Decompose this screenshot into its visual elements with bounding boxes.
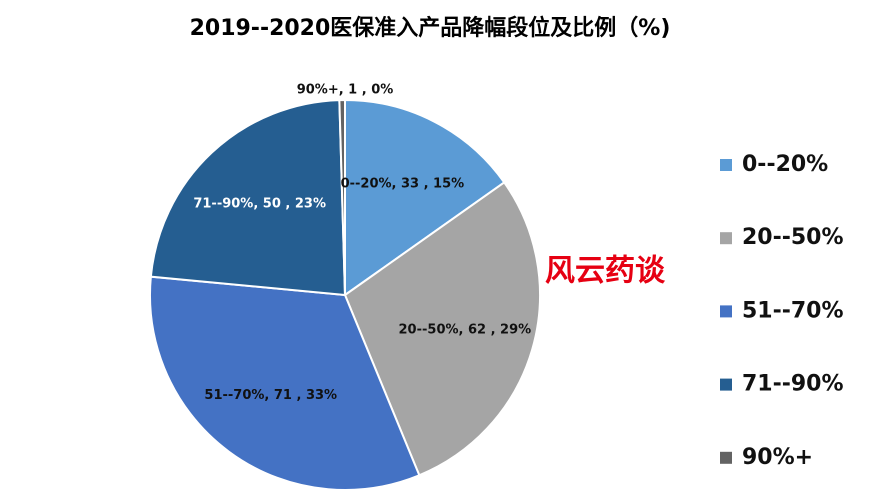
watermark: 风云药谈 — [545, 254, 666, 289]
legend-label: 90%+ — [742, 445, 813, 470]
chart-title: 2019--2020医保准入产品降幅段位及比例（%) — [190, 15, 671, 41]
pie-slice — [343, 181, 541, 477]
pie-slice — [338, 98, 346, 296]
legend-swatch — [720, 451, 732, 464]
legend-label: 71--90% — [742, 372, 844, 397]
pie-slice — [149, 275, 421, 491]
legend-swatch — [720, 159, 732, 171]
legend-label: 51--70% — [742, 298, 844, 323]
data-label: 71--90%, 50 , 23% — [193, 196, 326, 211]
legend-swatch — [720, 378, 732, 391]
legend-swatch — [720, 305, 732, 318]
data-label: 20--50%, 62 , 29% — [399, 322, 532, 337]
legend-label: 20--50% — [742, 225, 844, 250]
legend-label: 0--20% — [742, 152, 828, 177]
data-label: 90%+, 1 , 0% — [297, 83, 394, 98]
pie-slice — [344, 98, 506, 297]
data-label: 0--20%, 33 , 15% — [341, 177, 465, 192]
data-label: 51--70%, 71 , 33% — [204, 388, 337, 403]
pie-slice — [149, 99, 347, 297]
legend-swatch — [720, 232, 732, 245]
